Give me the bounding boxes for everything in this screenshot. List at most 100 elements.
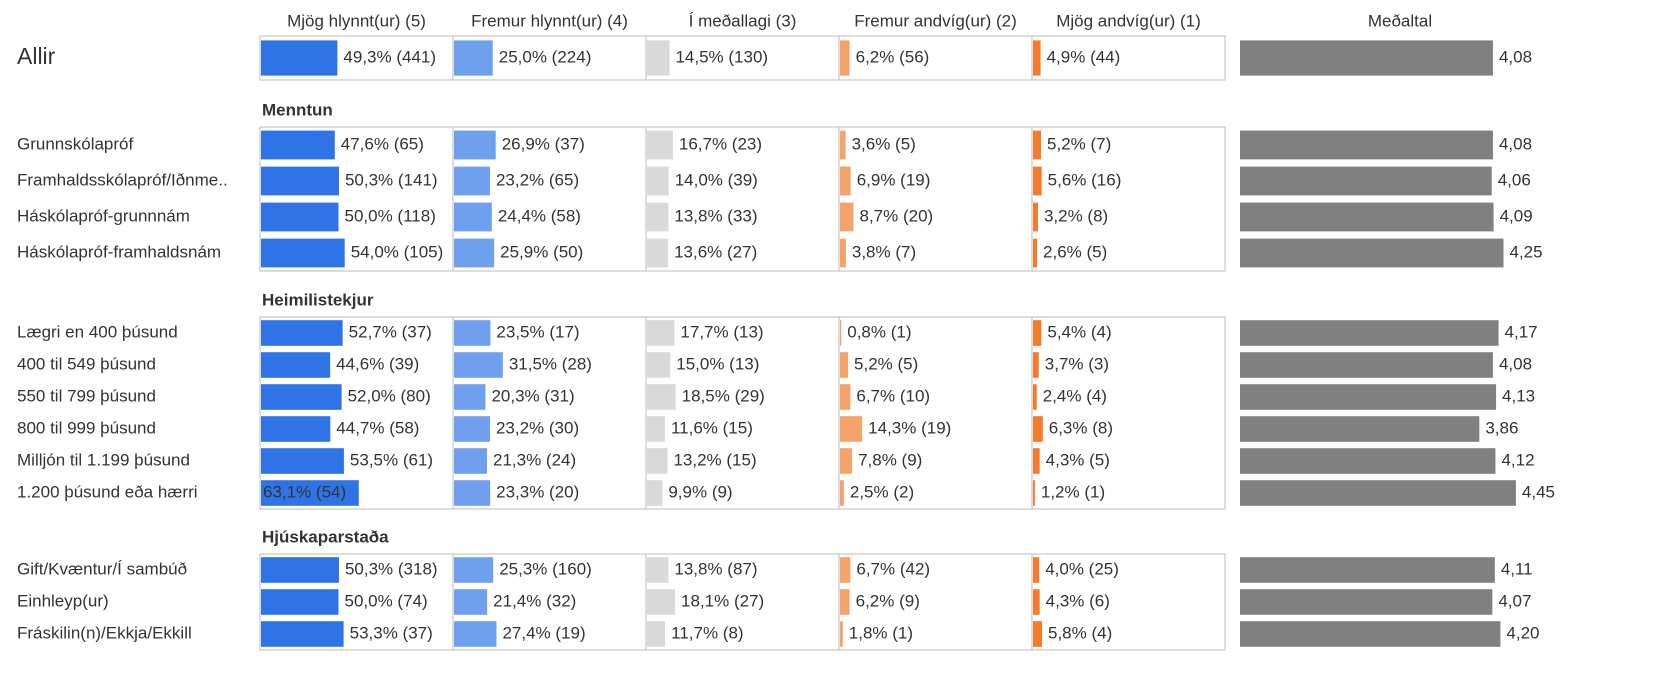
mean-label: 4,07	[1498, 591, 1531, 610]
value-label: 6,2% (56)	[856, 47, 930, 66]
mean-label: 4,08	[1499, 47, 1532, 66]
bar	[1033, 480, 1035, 506]
value-label: 25,0% (224)	[499, 47, 592, 66]
value-label: 63,1% (54)	[263, 482, 346, 501]
value-label: 50,3% (318)	[345, 559, 438, 578]
mean-label: 3,86	[1485, 418, 1518, 437]
value-label: 1,8% (1)	[849, 623, 913, 642]
mean-bar	[1240, 166, 1492, 196]
bar	[454, 320, 491, 346]
group-title: Menntun	[262, 100, 333, 119]
bar	[454, 416, 490, 442]
mean-bar	[1240, 448, 1496, 474]
value-label: 3,2% (8)	[1044, 206, 1108, 225]
row-label: Allir	[17, 43, 56, 69]
bar	[1033, 238, 1038, 268]
bar	[840, 238, 846, 268]
bar	[647, 238, 669, 268]
bar	[454, 589, 488, 615]
bar	[840, 40, 850, 76]
value-label: 14,5% (130)	[675, 47, 768, 66]
mean-label: 4,08	[1499, 134, 1532, 153]
value-label: 18,5% (29)	[682, 386, 765, 405]
mean-bar	[1240, 40, 1493, 76]
bar	[647, 320, 675, 346]
bar	[647, 448, 668, 474]
bar	[1033, 40, 1041, 76]
value-label: 21,4% (32)	[493, 591, 576, 610]
mean-bar	[1240, 557, 1495, 583]
value-label: 13,6% (27)	[674, 242, 757, 261]
bar	[261, 352, 331, 378]
value-label: 47,6% (65)	[341, 134, 424, 153]
bar	[840, 202, 854, 232]
bar	[261, 40, 338, 76]
row-label: 800 til 999 þúsund	[17, 418, 156, 437]
value-label: 5,2% (5)	[854, 354, 918, 373]
value-label: 50,3% (141)	[345, 170, 438, 189]
row-label: Framhaldsskólapróf/Iðnme..	[17, 170, 228, 189]
value-label: 52,7% (37)	[349, 322, 432, 341]
value-label: 5,8% (4)	[1048, 623, 1112, 642]
value-label: 31,5% (28)	[509, 354, 592, 373]
value-label: 23,5% (17)	[496, 322, 579, 341]
bar	[1033, 130, 1042, 160]
value-label: 0,8% (1)	[847, 322, 911, 341]
bar	[261, 448, 344, 474]
bar	[647, 202, 669, 232]
row-label: 1.200 þúsund eða hærri	[17, 482, 198, 501]
value-label: 53,3% (37)	[350, 623, 433, 642]
value-label: 54,0% (105)	[351, 242, 444, 261]
value-label: 27,4% (19)	[502, 623, 585, 642]
bar	[454, 166, 490, 196]
value-label: 23,2% (30)	[496, 418, 579, 437]
bar	[261, 480, 359, 506]
bar	[840, 589, 850, 615]
value-label: 6,7% (10)	[856, 386, 930, 405]
bar	[261, 384, 342, 410]
bar	[261, 589, 339, 615]
bar	[1033, 621, 1042, 647]
value-label: 13,2% (15)	[673, 450, 756, 469]
bar	[261, 416, 331, 442]
mean-label: 4,08	[1499, 354, 1532, 373]
value-label: 3,8% (7)	[852, 242, 916, 261]
value-label: 11,6% (15)	[671, 418, 753, 437]
mean-label: 4,06	[1498, 170, 1531, 189]
bar	[840, 557, 851, 583]
bar	[454, 384, 486, 410]
bar	[1033, 320, 1042, 346]
column-header: Mjög andvíg(ur) (1)	[1056, 11, 1201, 30]
mean-bar	[1240, 352, 1493, 378]
bar	[647, 416, 665, 442]
bar	[840, 130, 846, 160]
value-label: 5,4% (4)	[1047, 322, 1111, 341]
value-label: 26,9% (37)	[502, 134, 585, 153]
row-label: Milljón til 1.199 þúsund	[17, 450, 190, 469]
bar	[1033, 384, 1037, 410]
bar	[840, 621, 843, 647]
mean-bar	[1240, 130, 1493, 160]
mean-bar	[1240, 238, 1504, 268]
value-label: 6,3% (8)	[1049, 418, 1113, 437]
bar	[454, 130, 496, 160]
value-label: 5,2% (7)	[1047, 134, 1111, 153]
value-label: 49,3% (441)	[343, 47, 436, 66]
value-label: 3,6% (5)	[852, 134, 916, 153]
bar	[647, 40, 670, 76]
mean-bar	[1240, 202, 1494, 232]
row-label: Fráskilin(n)/Ekkja/Ekkill	[17, 623, 192, 642]
group-box	[259, 126, 1226, 272]
value-label: 9,9% (9)	[668, 482, 732, 501]
bar	[261, 238, 345, 268]
bar	[454, 202, 492, 232]
value-label: 14,3% (19)	[868, 418, 951, 437]
group-title: Heimilistekjur	[262, 290, 374, 309]
mean-label: 4,13	[1502, 386, 1535, 405]
value-label: 13,8% (33)	[674, 206, 757, 225]
value-label: 53,5% (61)	[350, 450, 433, 469]
column-header: Mjög hlynnt(ur) (5)	[287, 11, 426, 30]
value-label: 21,3% (24)	[493, 450, 576, 469]
value-label: 16,7% (23)	[679, 134, 762, 153]
